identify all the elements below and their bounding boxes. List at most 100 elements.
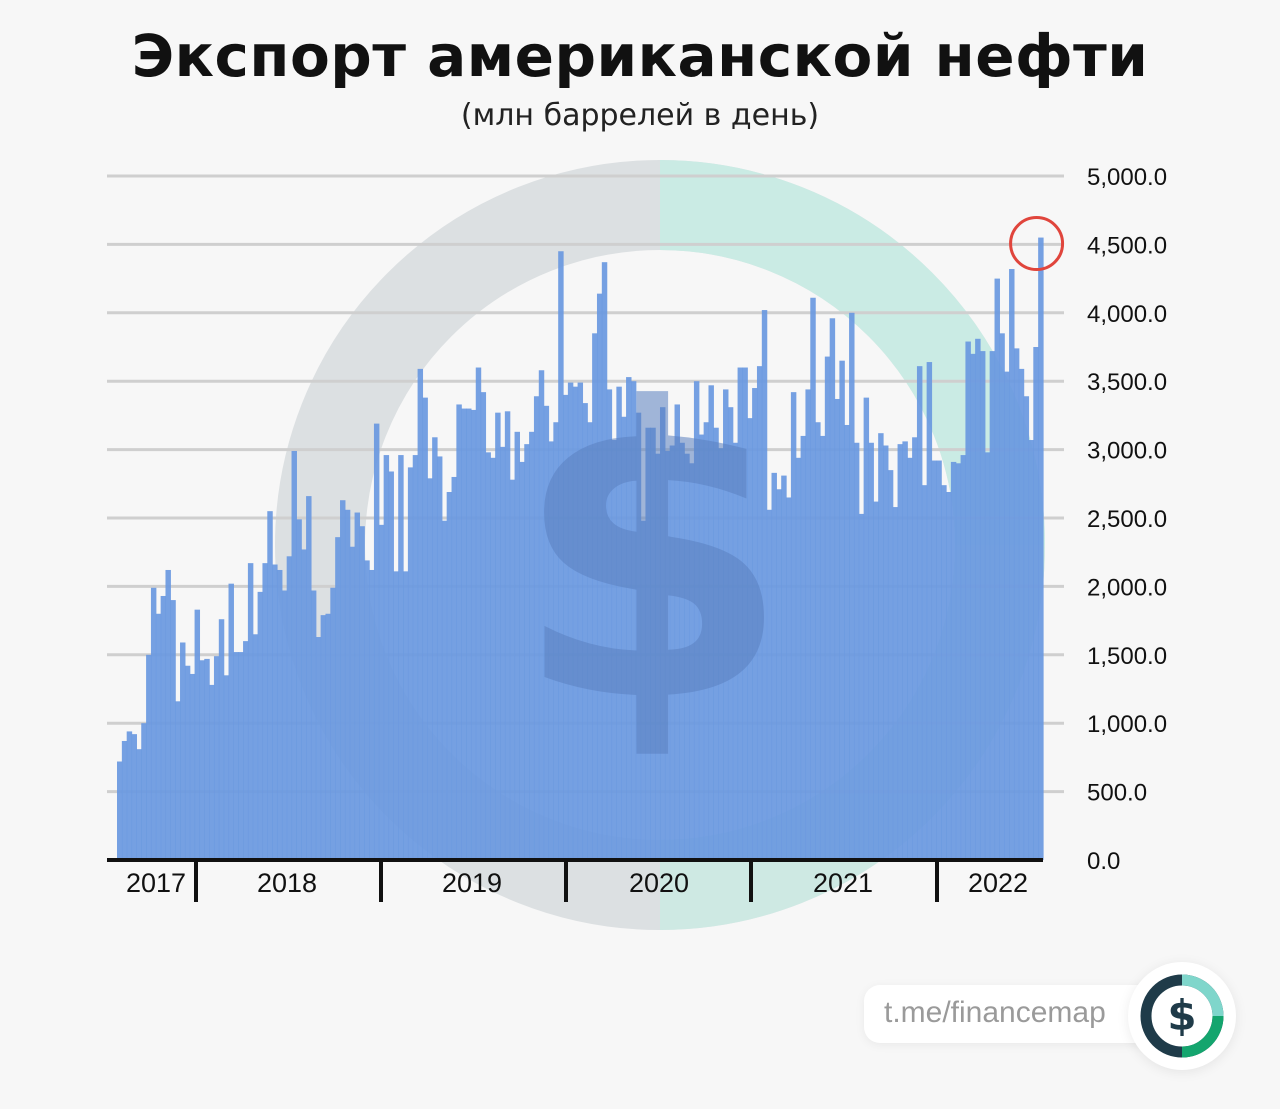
y-tick-label: 3,500.0 [1087, 369, 1167, 396]
bar [815, 422, 821, 860]
bar [470, 409, 477, 860]
bar [441, 520, 448, 860]
bar [946, 492, 952, 860]
bar [805, 389, 811, 860]
bar [529, 431, 535, 860]
bar [243, 641, 249, 860]
chart-subtitle: (млн баррелей в день) [460, 98, 820, 133]
bar [912, 437, 918, 860]
y-tick-label: 500.0 [1087, 780, 1147, 807]
bar [223, 675, 230, 860]
bar [921, 485, 928, 860]
bar [761, 310, 768, 860]
bar [340, 500, 346, 860]
bar [310, 590, 317, 860]
bar [655, 453, 661, 860]
bar [466, 408, 472, 860]
bar [383, 455, 390, 860]
bar [941, 485, 947, 860]
bar [723, 389, 729, 860]
bar [756, 366, 763, 860]
bar [819, 435, 826, 860]
bar [524, 444, 530, 860]
bar [582, 403, 588, 860]
bar [800, 435, 807, 860]
bar [713, 427, 719, 860]
footer-link[interactable]: t.me/financemap [884, 996, 1106, 1029]
bar [170, 600, 176, 860]
bar [281, 590, 288, 860]
bar [296, 519, 302, 860]
bar [1018, 368, 1025, 860]
bar [1009, 269, 1015, 860]
bar [354, 512, 361, 860]
bar [669, 445, 676, 860]
chart-title: Экспорт американской нефти [131, 22, 1149, 90]
bar [490, 457, 496, 860]
bar [407, 467, 414, 860]
bar [306, 496, 312, 860]
bar [475, 367, 482, 860]
bar [873, 501, 879, 860]
bar [916, 366, 923, 860]
bar [863, 397, 870, 860]
bar [829, 318, 836, 860]
bar [626, 377, 632, 860]
bar [417, 368, 424, 860]
y-tick-label: 2,500.0 [1087, 506, 1167, 533]
x-tick-label: 2021 [813, 868, 873, 898]
bar [349, 546, 356, 860]
bar [388, 471, 394, 860]
bar [276, 569, 283, 860]
bar [810, 297, 816, 860]
bar [611, 440, 617, 860]
bar [199, 660, 205, 860]
bar [233, 652, 239, 860]
bar [742, 367, 748, 860]
bar [868, 442, 874, 860]
bar [519, 461, 525, 860]
bar [645, 427, 651, 860]
bar [427, 478, 433, 860]
y-tick-label: 4,000.0 [1087, 301, 1167, 328]
bar [301, 549, 307, 860]
bar [936, 460, 942, 860]
bar [950, 461, 957, 860]
bar [965, 341, 971, 860]
bar [630, 381, 637, 860]
footer-link-pill[interactable] [864, 985, 1164, 1043]
y-tick-label: 3,000.0 [1087, 438, 1167, 465]
y-tick-label: 1,000.0 [1087, 711, 1167, 738]
dollar-ring-logo-icon[interactable]: $ [1128, 962, 1236, 1070]
y-tick-label: 4,500.0 [1087, 232, 1167, 259]
bar [238, 652, 244, 860]
bar [335, 537, 341, 860]
bar [485, 452, 491, 860]
bar [718, 448, 724, 860]
bar [839, 360, 845, 860]
bar [684, 453, 690, 860]
bar [844, 424, 850, 860]
bar [456, 404, 462, 860]
bar [931, 460, 937, 860]
bar [970, 353, 976, 860]
bar [752, 388, 758, 860]
bar [369, 569, 375, 860]
bar [955, 463, 962, 860]
bar [364, 560, 370, 860]
bar [218, 619, 225, 860]
bar [320, 615, 327, 860]
bar [344, 509, 351, 860]
bar [495, 412, 501, 860]
bar [616, 386, 622, 860]
bar [131, 734, 137, 860]
bar [553, 422, 559, 860]
bar [325, 613, 331, 860]
highlight-circle [1009, 216, 1065, 272]
bar [330, 587, 336, 860]
bar [267, 511, 273, 860]
bar [824, 356, 831, 860]
bar [577, 382, 584, 860]
bar [878, 433, 884, 860]
bar [558, 251, 564, 861]
